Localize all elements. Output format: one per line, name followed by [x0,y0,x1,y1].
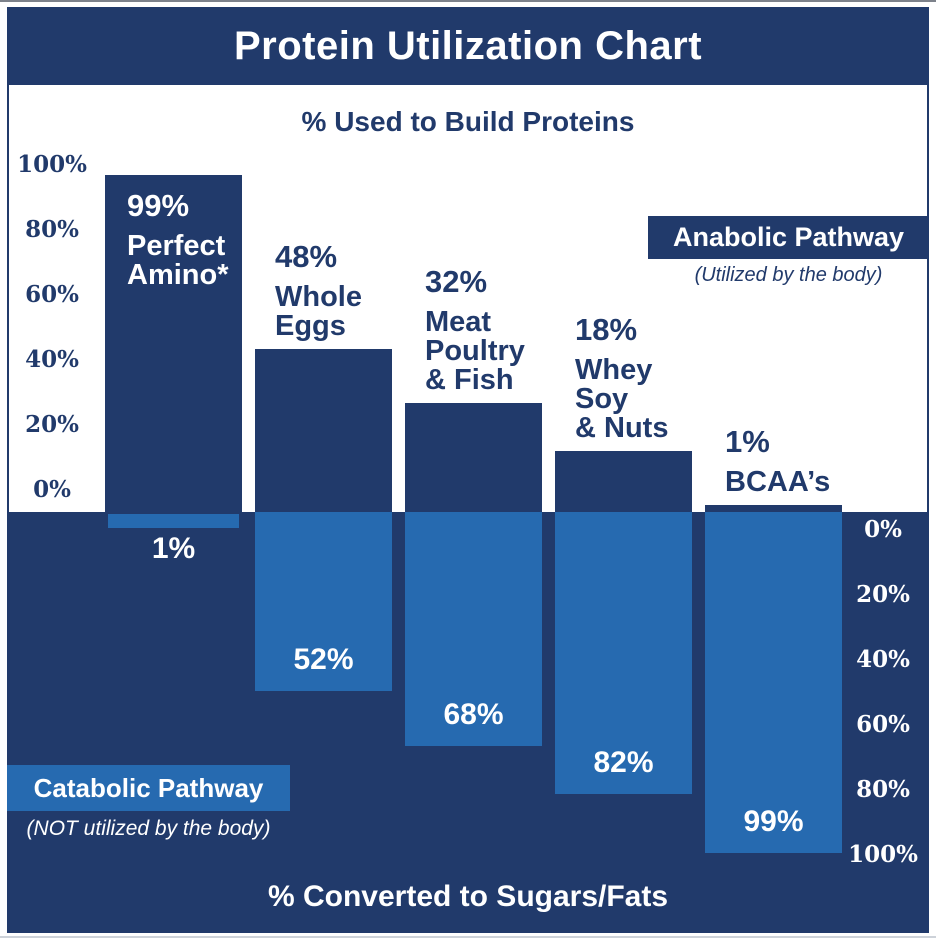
catabolic-value-perfect-amino: 1% [151,532,196,565]
catabolic-pathway-sublabel: (NOT utilized by the body) [26,817,271,840]
top-axis-tick-20: 20% [25,411,79,438]
catabolic-value-meat-poultry-fish: 68% [443,698,504,731]
top-axis-tick-40: 40% [25,346,79,373]
category-label-perfect-amino: 99% Perfect Amino* [127,190,229,290]
category-line: Whole [275,281,362,313]
bar-anabolic-whole-eggs [255,349,392,512]
catabolic-value-whole-eggs: 52% [293,643,354,676]
top-axis-tick-100: 100% [17,151,87,178]
bar-anabolic-meat-poultry-fish [405,403,542,512]
bottom-axis-tick-0: 0% [864,516,902,543]
bottom-axis-tick-40: 40% [856,646,910,673]
category-line: Meat [425,306,492,338]
category-label-meat-poultry-fish: 32% Meat Poultry & Fish [425,266,525,395]
anabolic-pathway-badge: Anabolic Pathway [648,216,929,259]
category-line: & Fish [425,364,514,396]
category-label-whey-soy-nuts: 18% Whey Soy & Nuts [575,314,668,443]
top-axis-tick-60: 60% [25,281,79,308]
catabolic-pathway-label: Catabolic Pathway [33,772,264,803]
anabolic-value-whey-soy-nuts: 18% [575,312,638,347]
bottom-axis-tick-60: 60% [856,711,910,738]
category-line: & Nuts [575,412,669,444]
category-label-whole-eggs: 48% Whole Eggs [275,241,362,341]
top-edge-line [0,0,936,2]
bar-catabolic-whey-soy-nuts [555,512,692,794]
catabolic-value-bcaa-s: 99% [743,805,804,838]
bottom-axis-tick-80: 80% [856,776,910,803]
category-line: Amino* [127,259,229,291]
category-line: Poultry [425,335,525,367]
category-line: Whey [575,354,653,386]
category-line: Perfect [127,230,226,262]
bar-anabolic-whey-soy-nuts [555,451,692,512]
category-line: Eggs [275,310,346,342]
bottom-axis-title: % Converted to Sugars/Fats [267,880,669,913]
bar-anabolic-bcaa-s [705,505,842,512]
bottom-axis-tick-100: 100% [848,841,918,868]
bar-catabolic-meat-poultry-fish [405,512,542,746]
top-axis-title: % Used to Build Proteins [301,106,635,137]
anabolic-value-meat-poultry-fish: 32% [425,264,488,299]
chart-title: Protein Utilization Chart [233,23,703,68]
top-axis-tick-0: 0% [33,476,71,503]
anabolic-value-perfect-amino: 99% [127,188,190,223]
category-label-bcaa-s: 1% BCAA’s [725,426,830,497]
anabolic-pathway-label: Anabolic Pathway [672,222,905,252]
catabolic-pathway-badge: Catabolic Pathway [7,765,290,811]
anabolic-pathway-sublabel: (Utilized by the body) [694,264,883,286]
category-line: Soy [575,383,629,415]
bottom-axis-tick-20: 20% [856,581,910,608]
anabolic-value-whole-eggs: 48% [275,239,338,274]
anabolic-value-bcaa-s: 1% [725,424,770,459]
bar-anabolic-perfect-amino [105,175,242,512]
catabolic-value-whey-soy-nuts: 82% [593,746,654,779]
top-axis-tick-80: 80% [25,216,79,243]
title-band: Protein Utilization Chart [7,7,929,85]
bar-catabolic-bcaa-s [705,512,842,853]
bottom-edge-line [0,936,936,938]
bar-catabolic-perfect-amino [108,514,239,528]
category-line: BCAA’s [725,466,831,498]
bar-catabolic-whole-eggs [255,512,392,691]
